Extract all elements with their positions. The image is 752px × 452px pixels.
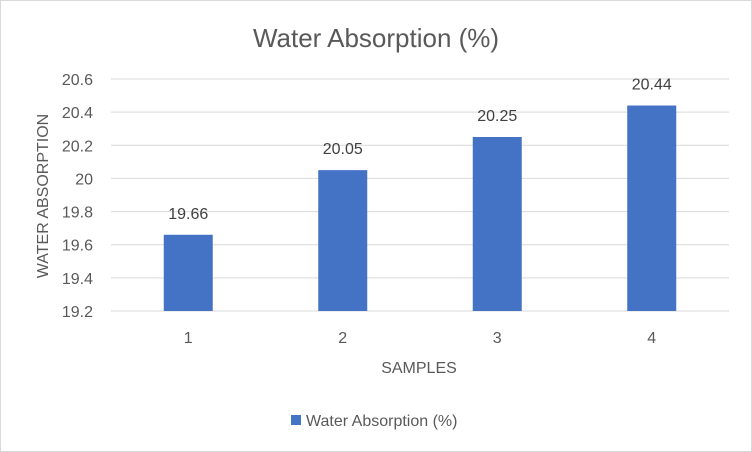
bar [472,137,522,311]
y-tick-label: 19.6 [62,238,93,255]
bar [318,170,368,311]
y-tick-label: 20.4 [62,105,93,122]
data-label: 20.25 [477,108,517,125]
legend-swatch [291,415,301,425]
y-tick-label: 20 [75,171,93,188]
bar [163,234,213,311]
x-tick-label: 2 [338,330,347,347]
x-tick-label: 1 [184,330,193,347]
bars [163,105,677,311]
x-tick-label: 3 [493,330,502,347]
bar [627,105,677,311]
chart-title: Water Absorption (%) [253,23,499,53]
gridlines [111,78,729,312]
y-tick-labels: 19.2 19.4 19.6 19.8 20 20.2 20.4 20.6 [62,72,93,321]
legend: Water Absorption (%) [291,413,457,430]
x-axis-title: SAMPLES [381,360,457,377]
data-label: 20.05 [323,141,363,158]
y-tick-label: 19.4 [62,271,93,288]
data-label: 19.66 [168,206,208,223]
y-axis-title: WATER ABSORPTION [35,114,52,278]
y-tick-label: 20.2 [62,138,93,155]
y-tick-label: 19.2 [62,304,93,321]
y-tick-label: 20.6 [62,72,93,89]
data-labels: 19.66 20.05 20.25 20.44 [168,77,672,223]
data-label: 20.44 [632,77,672,94]
x-tick-label: 4 [647,330,656,347]
legend-label: Water Absorption (%) [306,413,457,430]
x-tick-labels: 1 2 3 4 [184,330,657,347]
y-tick-label: 19.8 [62,205,93,222]
